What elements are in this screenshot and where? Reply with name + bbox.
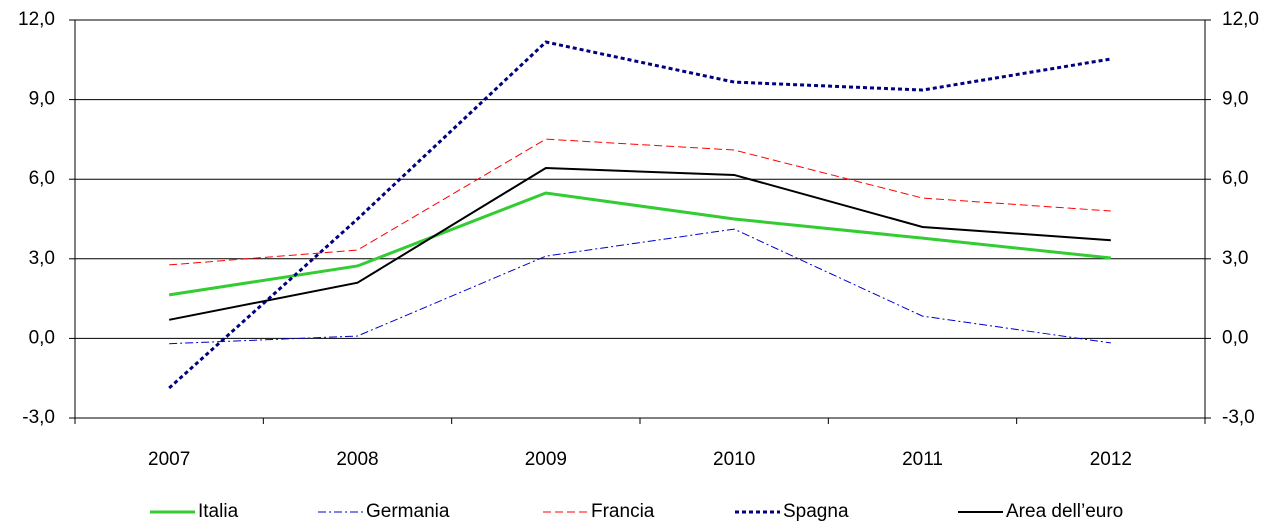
x-tick-label: 2012	[1090, 449, 1132, 470]
y2-tick-label: 0,0	[1222, 327, 1248, 348]
y2-tick-label: -3,0	[1222, 407, 1255, 428]
y2-tick-label: 12,0	[1222, 9, 1259, 30]
series-line	[168, 40, 1112, 390]
series-line	[169, 138, 1111, 266]
legend-label: Francia	[591, 501, 655, 522]
y-tick-label: 12,0	[18, 9, 55, 30]
y-tick-label: 3,0	[29, 248, 55, 269]
series-line	[168, 167, 1111, 321]
y-tick-label: -3,0	[22, 407, 55, 428]
x-tick-label: 2007	[148, 449, 190, 470]
y-tick-label: 0,0	[29, 327, 55, 348]
x-tick-label: 2009	[525, 449, 567, 470]
y2-tick-label: 6,0	[1222, 168, 1248, 189]
x-tick-label: 2011	[902, 449, 943, 470]
series-line	[168, 191, 1111, 297]
y2-tick-label: 3,0	[1222, 248, 1248, 269]
legend-label: Italia	[198, 501, 239, 522]
legend-label: Area dell’euro	[1006, 501, 1123, 522]
series-line	[169, 228, 1111, 345]
y2-tick-label: 9,0	[1222, 89, 1248, 110]
x-tick-label: 2010	[713, 449, 755, 470]
legend-label: Spagna	[783, 501, 849, 522]
x-tick-label: 2008	[336, 449, 378, 470]
y-tick-label: 6,0	[29, 168, 55, 189]
legend-label: Germania	[366, 501, 450, 522]
y-tick-label: 9,0	[29, 89, 55, 110]
